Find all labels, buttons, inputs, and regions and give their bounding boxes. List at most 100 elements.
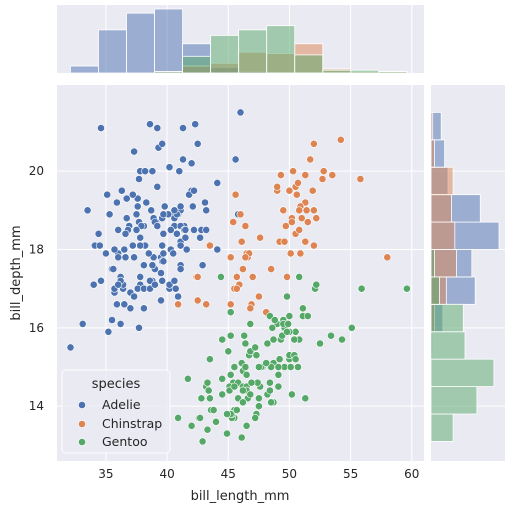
point-adelie [174, 292, 182, 301]
point-adelie [188, 202, 197, 211]
point-chinstrap [205, 241, 214, 250]
point-adelie [193, 139, 202, 148]
point-adelie [117, 186, 126, 195]
point-chinstrap [383, 253, 392, 262]
point-chinstrap [309, 206, 318, 215]
point-chinstrap [302, 206, 311, 215]
point-gentoo [283, 292, 291, 301]
point-adelie [110, 245, 119, 254]
point-chinstrap [286, 249, 295, 258]
point-adelie [136, 272, 145, 281]
point-adelie [170, 206, 179, 215]
top-hist-bar-adelie [126, 12, 155, 74]
point-adelie [133, 202, 142, 211]
point-adelie [165, 163, 174, 172]
y-tick-label: 14 [29, 399, 44, 413]
point-gentoo [290, 335, 299, 344]
point-chinstrap [229, 218, 238, 226]
top-hist-bar-gentoo [154, 71, 183, 74]
point-gentoo [203, 378, 212, 387]
point-chinstrap [280, 237, 289, 246]
point-adelie [147, 206, 156, 215]
point-gentoo [216, 272, 225, 281]
point-adelie [132, 210, 141, 219]
point-adelie [144, 249, 153, 258]
point-chinstrap [303, 218, 312, 226]
point-chinstrap [241, 222, 250, 230]
top-hist-bar-gentoo [294, 54, 324, 74]
y-tick-labels: 14 16 18 20 [29, 164, 44, 413]
point-adelie [153, 124, 162, 133]
point-adelie [130, 292, 138, 301]
point-chinstrap [241, 253, 250, 262]
point-adelie [172, 229, 181, 238]
point-chinstrap [174, 300, 182, 309]
point-adelie [158, 276, 167, 285]
point-adelie [176, 202, 185, 211]
point-chinstrap [306, 155, 315, 164]
point-chinstrap [279, 206, 288, 215]
point-adelie [141, 167, 149, 176]
point-gentoo [357, 284, 366, 293]
point-adelie [120, 245, 129, 254]
point-chinstrap [193, 272, 202, 281]
right-hist-bar-gentoo [430, 303, 464, 333]
point-gentoo [196, 413, 204, 422]
point-adelie [104, 327, 113, 336]
x-tick-label: 50 [282, 467, 297, 481]
point-adelie [146, 120, 154, 129]
point-adelie [169, 249, 178, 258]
point-adelie [126, 304, 135, 313]
point-gentoo [183, 374, 192, 383]
point-gentoo [218, 390, 227, 399]
point-chinstrap [226, 300, 235, 309]
right-hist-bar-chinstrap [430, 139, 435, 168]
point-gentoo [338, 335, 346, 344]
point-adelie [109, 265, 118, 273]
x-tick-label: 55 [343, 467, 358, 481]
y-tick-label: 16 [29, 321, 44, 335]
legend-marker-chinstrap [78, 420, 86, 428]
scatter-points [66, 108, 411, 446]
point-gentoo [224, 347, 233, 356]
point-adelie [176, 241, 185, 250]
point-adelie [122, 214, 131, 223]
point-gentoo [246, 319, 255, 328]
x-tick-label: 40 [159, 467, 174, 481]
legend: species Adelie Chinstrap Gentoo [61, 369, 171, 454]
point-adelie [139, 261, 148, 270]
point-chinstrap [356, 175, 365, 183]
point-adelie [148, 261, 157, 270]
point-gentoo [212, 417, 220, 426]
point-adelie [94, 229, 103, 238]
top-hist-bar-gentoo [210, 35, 240, 74]
point-chinstrap [301, 237, 310, 246]
point-chinstrap [289, 167, 297, 176]
point-chinstrap [246, 304, 255, 313]
point-gentoo [312, 280, 321, 289]
point-chinstrap [296, 249, 305, 258]
top-hist-bar-gentoo [350, 69, 380, 74]
point-adelie [170, 276, 179, 285]
point-adelie [121, 253, 130, 262]
point-adelie [122, 194, 131, 203]
point-gentoo [246, 390, 255, 399]
point-adelie [150, 280, 159, 289]
point-chinstrap [226, 253, 235, 262]
point-adelie [198, 261, 207, 270]
point-gentoo [295, 272, 304, 281]
point-adelie [196, 233, 204, 242]
point-gentoo [294, 363, 302, 371]
x-tick-label: 60 [404, 467, 419, 481]
right-hist-bar-gentoo [430, 276, 440, 305]
point-gentoo [265, 386, 274, 395]
y-tick-label: 18 [29, 243, 44, 257]
point-chinstrap [267, 265, 275, 273]
legend-label-adelie: Adelie [102, 397, 141, 412]
point-gentoo [274, 370, 283, 379]
point-gentoo [269, 335, 278, 344]
point-gentoo [274, 363, 283, 371]
point-gentoo [232, 406, 241, 414]
point-adelie [201, 198, 209, 207]
point-adelie [114, 253, 123, 262]
